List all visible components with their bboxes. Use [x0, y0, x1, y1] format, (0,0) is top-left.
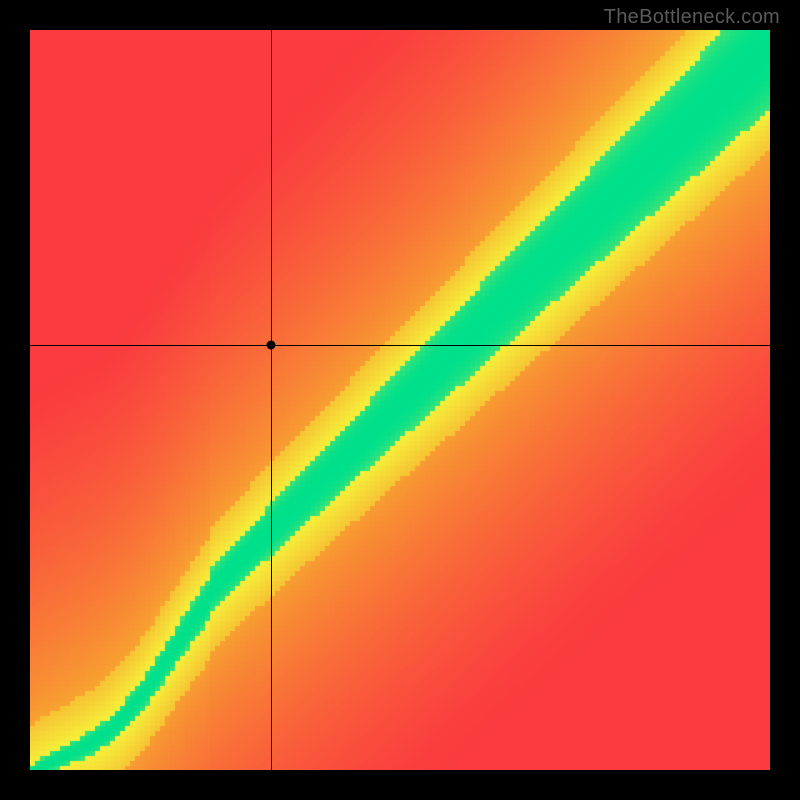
chart-container: TheBottleneck.com	[0, 0, 800, 800]
crosshair-vertical	[271, 30, 272, 770]
marker-dot	[266, 340, 275, 349]
watermark-text: TheBottleneck.com	[604, 6, 780, 29]
heatmap-canvas	[30, 30, 770, 770]
plot-area	[30, 30, 770, 770]
crosshair-horizontal	[30, 345, 770, 346]
